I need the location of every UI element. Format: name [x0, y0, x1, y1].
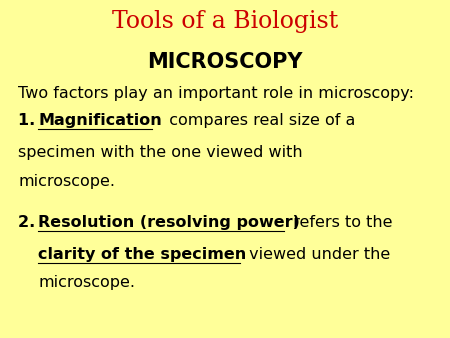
- Text: Magnification: Magnification: [38, 113, 162, 128]
- Text: specimen with the one viewed with: specimen with the one viewed with: [18, 145, 302, 160]
- Text: Tools of a Biologist: Tools of a Biologist: [112, 10, 338, 33]
- Text: refers to the: refers to the: [288, 215, 392, 230]
- Text: Resolution (resolving power): Resolution (resolving power): [38, 215, 300, 230]
- Text: 1.: 1.: [18, 113, 41, 128]
- Text: compares real size of a: compares real size of a: [159, 113, 356, 128]
- Text: 2.: 2.: [18, 215, 41, 230]
- Text: Two factors play an important role in microscopy:: Two factors play an important role in mi…: [18, 86, 414, 101]
- Text: microscope.: microscope.: [18, 174, 115, 189]
- Text: viewed under the: viewed under the: [244, 247, 390, 262]
- Text: MICROSCOPY: MICROSCOPY: [147, 52, 303, 72]
- Text: microscope.: microscope.: [38, 275, 135, 290]
- Text: clarity of the specimen: clarity of the specimen: [38, 247, 247, 262]
